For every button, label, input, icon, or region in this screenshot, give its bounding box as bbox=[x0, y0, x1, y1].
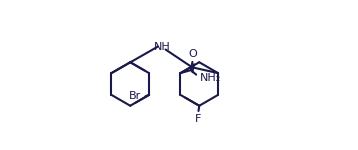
Text: NH: NH bbox=[154, 42, 171, 51]
Text: Br: Br bbox=[129, 91, 141, 101]
Text: O: O bbox=[189, 49, 198, 59]
Text: F: F bbox=[194, 114, 201, 124]
Text: NH₂: NH₂ bbox=[200, 73, 221, 83]
